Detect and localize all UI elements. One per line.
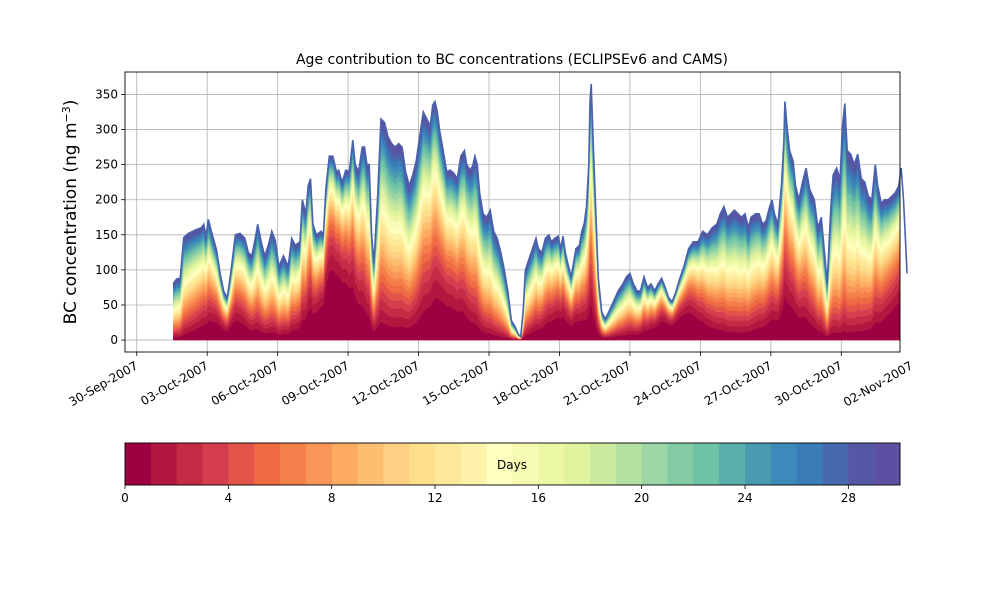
colorbar-swatch — [460, 443, 488, 485]
colorbar-swatch — [280, 443, 307, 485]
x-tick-label: 03-Oct-2007 — [138, 358, 210, 408]
y-axis: 0 50 100 150 200 250 300 350 — [95, 87, 125, 347]
colorbar-swatch — [254, 443, 281, 485]
colorbar-swatch — [822, 443, 849, 485]
colorbar-swatch — [125, 443, 152, 485]
x-tick-label: 02-Nov-2007 — [841, 358, 915, 409]
y-tick-label: 100 — [95, 263, 118, 277]
x-tick-label: 21-Oct-2007 — [561, 358, 633, 408]
plot-frame — [124, 71, 901, 353]
colorbar-swatch — [486, 443, 513, 485]
colorbar-swatch — [228, 443, 255, 485]
colorbar-swatch — [435, 443, 462, 485]
colorbar-swatch — [796, 443, 823, 485]
colorbar-swatch — [745, 443, 772, 485]
colorbar-frame — [124, 442, 901, 486]
chart-title: Age contribution to BC concentrations (E… — [296, 52, 728, 68]
colorbar-swatch — [770, 443, 798, 485]
age-band-area — [173, 269, 900, 341]
colorbar-swatch — [538, 443, 565, 485]
x-tick-label: 30-Sep-2007 — [66, 358, 140, 409]
y-axis-label-text: BC concentration (ng m — [61, 122, 81, 324]
colorbar-tick-label: 20 — [634, 491, 649, 505]
colorbar-swatch — [693, 443, 720, 485]
x-tick-label: 27-Oct-2007 — [702, 358, 774, 408]
total-line — [172, 83, 908, 339]
colorbar-swatch — [202, 443, 229, 485]
colorbar-swatch — [383, 443, 410, 485]
colorbar-swatch — [590, 443, 617, 485]
y-axis-label: BC concentration (ng m−3) — [60, 100, 81, 325]
y-tick-label: 0 — [110, 333, 118, 347]
colorbar-swatch — [176, 443, 203, 485]
colorbar-tick-label: 24 — [737, 491, 752, 505]
y-tick-label: 350 — [95, 87, 118, 101]
colorbar-swatch — [331, 443, 358, 485]
colorbar-swatch — [848, 443, 875, 485]
y-tick-label: 50 — [103, 298, 118, 312]
x-axis: 30-Sep-200703-Oct-200706-Oct-200709-Oct-… — [66, 352, 915, 409]
colorbar-label: Days — [497, 458, 527, 472]
y-axis-label-superscript: −3 — [60, 106, 73, 122]
colorbar-swatch — [357, 443, 384, 485]
x-tick-label: 18-Oct-2007 — [491, 358, 563, 408]
colorbar-tick-label: 28 — [841, 491, 856, 505]
colorbar-tick-label: 8 — [328, 491, 336, 505]
y-axis-label-close: ) — [61, 100, 81, 107]
colorbar-swatch — [719, 443, 746, 485]
y-tick-label: 250 — [95, 158, 118, 172]
x-tick-label: 30-Oct-2007 — [772, 358, 844, 408]
colorbar-swatch — [512, 443, 539, 485]
colorbar: 0 4 8 12 16 20 24 28 — [121, 442, 901, 505]
colorbar-tick-label: 16 — [531, 491, 546, 505]
colorbar-swatch — [409, 443, 436, 485]
y-tick-label: 150 — [95, 228, 118, 242]
colorbar-swatch — [564, 443, 591, 485]
x-tick-label: 09-Oct-2007 — [279, 358, 351, 408]
colorbar-swatch — [150, 443, 178, 485]
y-tick-label: 300 — [95, 123, 118, 137]
colorbar-swatch — [615, 443, 643, 485]
x-tick-label: 06-Oct-2007 — [209, 358, 281, 408]
colorbar-swatch — [641, 443, 668, 485]
y-tick-label: 200 — [95, 193, 118, 207]
colorbar-swatch — [305, 443, 333, 485]
x-tick-label: 12-Oct-2007 — [350, 358, 422, 408]
colorbar-tick-label: 4 — [225, 491, 233, 505]
colorbar-swatch — [874, 443, 901, 485]
x-tick-label: 24-Oct-2007 — [631, 358, 703, 408]
x-tick-label: 15-Oct-2007 — [420, 358, 492, 408]
stacked-areas — [173, 83, 900, 341]
colorbar-tick-label: 12 — [427, 491, 442, 505]
colorbar-swatch — [667, 443, 694, 485]
colorbar-tick-label: 0 — [121, 491, 129, 505]
